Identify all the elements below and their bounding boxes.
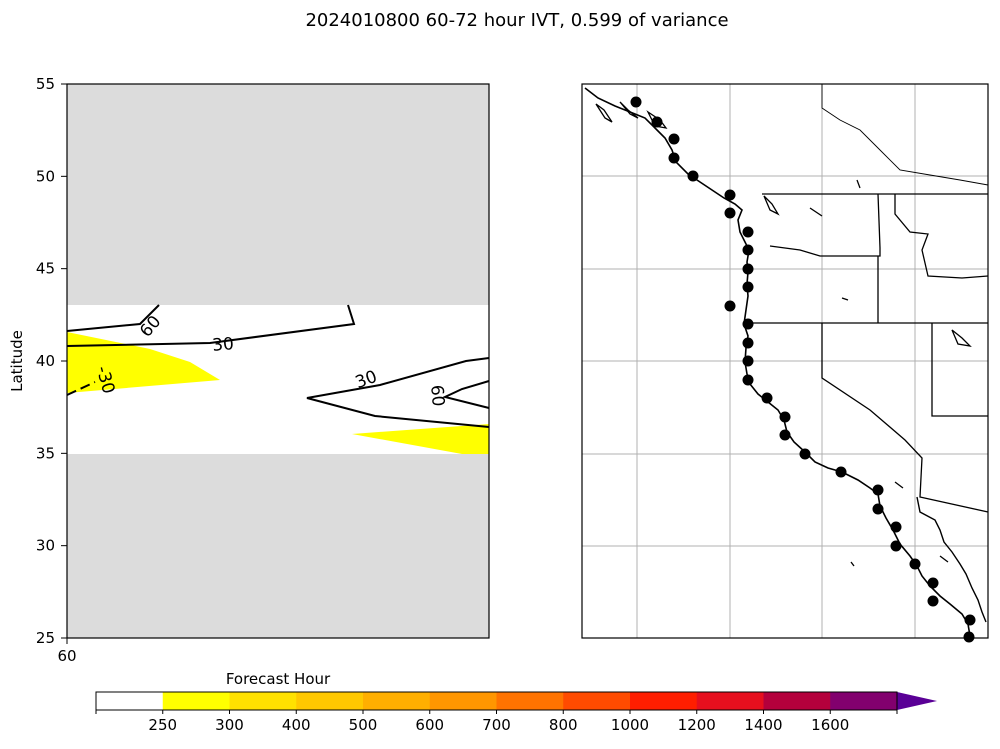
colorbar-tick-label: 700	[482, 716, 511, 734]
colorbar-segment	[696, 692, 764, 710]
coastal-markers	[630, 96, 976, 643]
coastal-point-marker	[779, 411, 791, 423]
colorbar-segment	[96, 692, 164, 710]
coastal-point-marker	[927, 595, 939, 607]
coastal-point-marker	[724, 300, 736, 312]
colorbar-segment	[830, 692, 898, 710]
coastal-point-marker	[724, 207, 736, 219]
colorbar-tick-label: 1600	[811, 716, 849, 734]
coastal-point-marker	[890, 540, 902, 552]
colorbar-segment	[162, 692, 230, 710]
right-map-panel	[581, 83, 989, 643]
coastal-point-marker	[963, 631, 975, 643]
colorbar-tick-label: 500	[349, 716, 378, 734]
colorbar-segment	[229, 692, 297, 710]
yellow-fill-west	[67, 332, 220, 393]
yellow-fill-east	[352, 424, 489, 454]
colorbar-segment	[296, 692, 364, 710]
coastal-point-marker	[630, 96, 642, 108]
colorbar-tick-label: 600	[415, 716, 444, 734]
colorbar-segment	[363, 692, 431, 710]
colorbar-tick-label: 800	[549, 716, 578, 734]
coastal-point-marker	[872, 484, 884, 496]
coastal-point-marker	[724, 189, 736, 201]
coastal-point-marker	[651, 116, 663, 128]
political-borders	[748, 193, 989, 513]
figure-title: 2024010800 60-72 hour IVT, 0.599 of vari…	[305, 10, 728, 31]
colorbar-ticks: 250 300 400 500 600 700 800 1000 1200 1400 1600	[95, 710, 898, 734]
contour-line-neg30	[66, 381, 96, 396]
y-tick-label: 50	[36, 167, 55, 185]
y-tick-label: 45	[36, 260, 55, 278]
y-tick-label: 55	[36, 75, 55, 93]
y-axis-label: Latitude	[8, 330, 26, 392]
colorbar: 250 300 400 500 600 700 800 1000 1200 1400 1600	[95, 691, 937, 734]
y-tick-label: 25	[36, 629, 55, 647]
coastal-point-marker	[742, 263, 754, 275]
map-frame	[581, 83, 989, 639]
colorbar-segment	[763, 692, 831, 710]
left-y-axis: 25 30 35 40 45 50 55	[36, 75, 67, 647]
colorbar-segments	[96, 692, 898, 710]
coastal-point-marker	[742, 355, 754, 367]
colorbar-tick-label: 300	[215, 716, 244, 734]
colorbar-segment	[429, 692, 497, 710]
colorbar-extension-arrow	[897, 692, 937, 710]
coastal-point-marker	[964, 614, 976, 626]
coastal-point-marker	[687, 170, 699, 182]
coastal-point-marker	[909, 558, 921, 570]
coastal-point-marker	[761, 392, 773, 404]
map-gridlines	[582, 84, 988, 638]
colorbar-tick-label: 1200	[678, 716, 716, 734]
contour-label: 60	[426, 384, 448, 407]
coastal-point-marker	[668, 133, 680, 145]
coastal-point-marker	[668, 152, 680, 164]
colorbar-segment	[496, 692, 564, 710]
colorbar-tick-label: 1000	[611, 716, 649, 734]
coastal-point-marker	[742, 337, 754, 349]
masked-region-north	[67, 84, 489, 305]
y-tick-label: 30	[36, 537, 55, 555]
contour-line-60-east	[442, 380, 490, 409]
coastal-point-marker	[927, 577, 939, 589]
coastal-point-marker	[799, 448, 811, 460]
y-tick-label: 40	[36, 352, 55, 370]
coastal-point-marker	[779, 429, 791, 441]
colorbar-tick-label: 1400	[744, 716, 782, 734]
coastal-point-marker	[872, 503, 884, 515]
contour-line-30-east	[306, 357, 490, 428]
contour-line-60-west	[66, 304, 160, 332]
coastal-point-marker	[742, 226, 754, 238]
x-tick-label: 60	[57, 647, 76, 665]
coastal-point-marker	[890, 521, 902, 533]
colorbar-segment	[563, 692, 631, 710]
contour-line-30-west	[66, 304, 356, 347]
contour-label: 30	[211, 334, 234, 356]
baja-inner-coast	[916, 496, 987, 623]
coastal-point-marker	[835, 466, 847, 478]
coastal-point-marker	[742, 244, 754, 256]
colorbar-segment	[630, 692, 698, 710]
colorbar-tick-label: 250	[148, 716, 177, 734]
coastal-point-marker	[742, 374, 754, 386]
colorbar-tick-label: 400	[282, 716, 311, 734]
y-tick-label: 35	[36, 444, 55, 462]
x-axis-label: Forecast Hour	[226, 670, 331, 688]
masked-region-south	[67, 454, 489, 638]
coastal-point-marker	[742, 318, 754, 330]
coastal-point-marker	[742, 281, 754, 293]
provincial-border	[821, 84, 989, 186]
